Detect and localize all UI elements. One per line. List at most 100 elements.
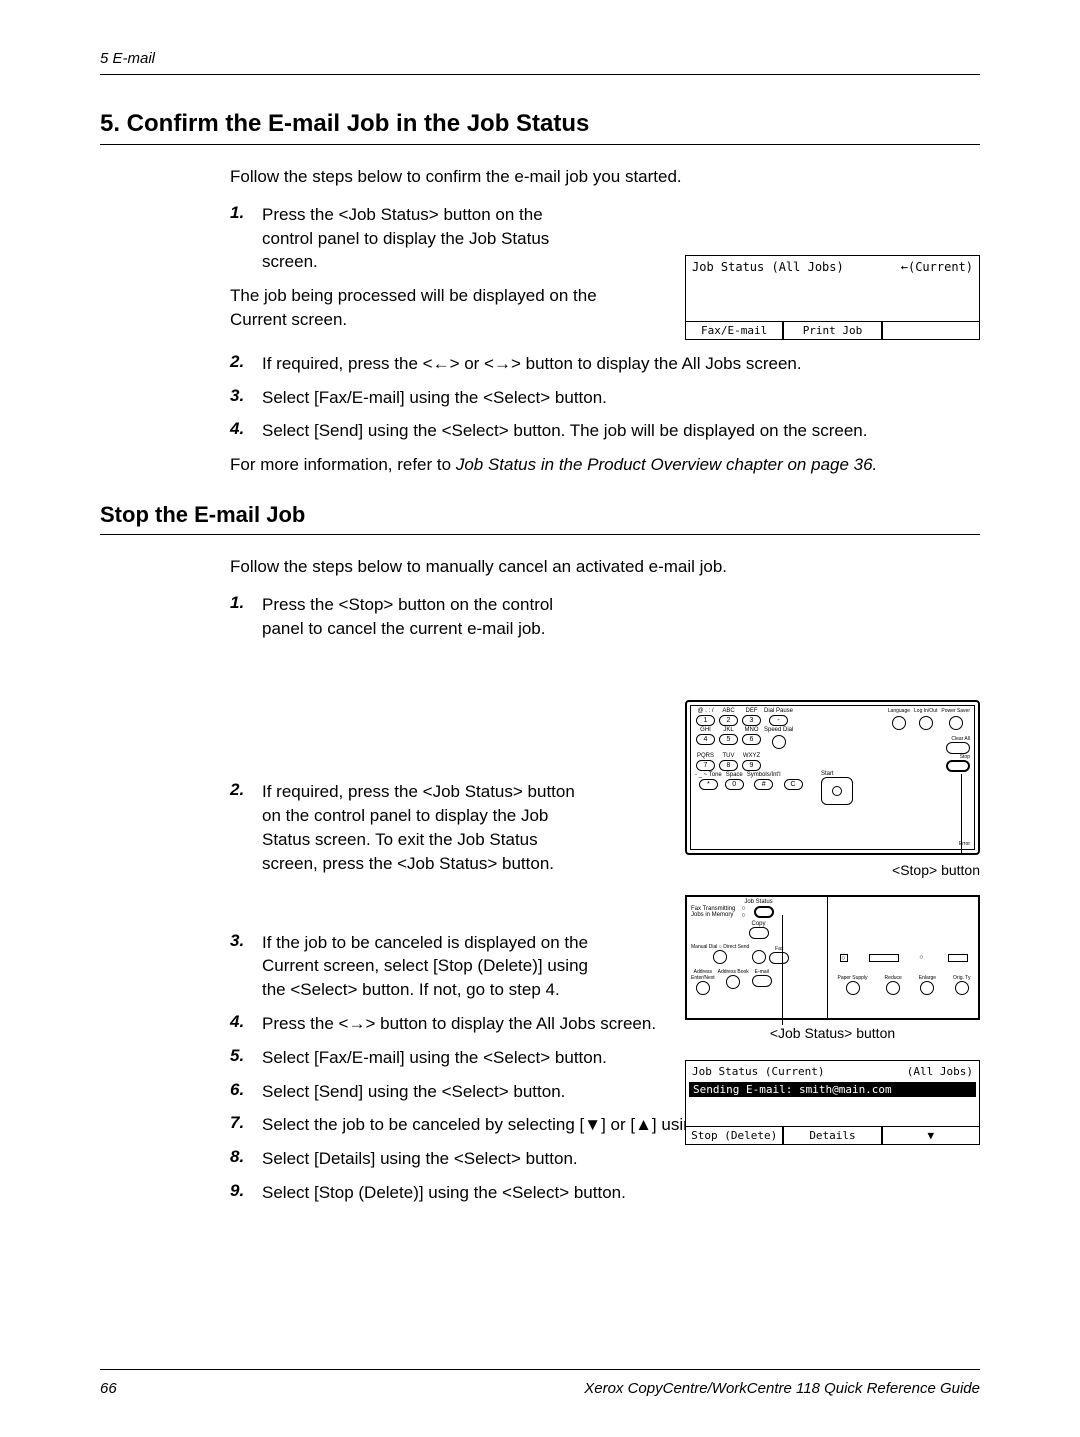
page-header: 5 E-mail <box>100 50 980 75</box>
step-number: 6. <box>230 1080 262 1100</box>
lcd-current-label: ←(Current) <box>901 260 973 274</box>
key-0: 0 <box>725 779 744 790</box>
manualdial-button-icon <box>713 950 727 964</box>
indicator-bar <box>869 954 899 962</box>
powersaver-label: Power Saver <box>941 708 970 714</box>
key-star: * <box>699 779 718 790</box>
step-number: 2. <box>230 780 262 800</box>
clearall-button-icon <box>946 742 970 754</box>
key-label: PQRS <box>695 753 716 759</box>
step-number: 1. <box>230 203 262 223</box>
lcd-btn-details: Details <box>783 1127 881 1144</box>
current-text: (Current) <box>908 260 973 274</box>
step-number: 9. <box>230 1181 262 1201</box>
job-status-panel-diagram: Job Status Fax Transmitting Jobs in Memo… <box>685 895 980 1020</box>
enlarge-button-icon <box>920 981 934 995</box>
jobsinmem-label: Jobs in Memory <box>691 912 735 918</box>
step-2-text: If required, press the <←> or <→> button… <box>262 352 980 376</box>
key-label: WXYZ <box>741 753 762 759</box>
key-3: 3 <box>742 715 761 726</box>
loginout-button-icon <box>919 716 933 730</box>
section-5-note: For more information, refer to Job Statu… <box>230 453 980 477</box>
arrow-left-icon: ← <box>901 260 908 274</box>
section-5-intro: Follow the steps below to confirm the e-… <box>230 165 980 189</box>
powersaver-button-icon <box>949 716 963 730</box>
page-footer: 66 Xerox CopyCentre/WorkCentre 118 Quick… <box>100 1369 980 1397</box>
key-2: 2 <box>719 715 738 726</box>
step-number: 3. <box>230 931 262 951</box>
step-number: 2. <box>230 352 262 372</box>
jobstatus-button-caption: <Job Status> button <box>685 1025 980 1041</box>
stop-step-9-row: 9. Select [Stop (Delete)] using the <Sel… <box>230 1181 980 1205</box>
step-4-row: 4. Select [Send] using the <Select> butt… <box>230 419 980 443</box>
step-4-text: Select [Send] using the <Select> button.… <box>262 419 980 443</box>
note-prefix: For more information, refer to <box>230 455 456 474</box>
lcd-selected-job: Sending E-mail: smith@main.com <box>689 1082 976 1097</box>
lcd-alljobs-label: (All Jobs) <box>907 1065 973 1078</box>
manualdial-label: Manual Dial <box>691 944 717 950</box>
step-1-text: Press the <Job Status> button on the con… <box>262 203 592 274</box>
language-button-icon <box>892 716 906 730</box>
step-number: 1. <box>230 593 262 613</box>
stop-section-title: Stop the E-mail Job <box>100 502 980 528</box>
step-number: 4. <box>230 1012 262 1032</box>
guide-title: Xerox CopyCentre/WorkCentre 118 Quick Re… <box>584 1380 980 1397</box>
origtype-button-icon <box>955 981 969 995</box>
section-5-title: 5. Confirm the E-mail Job in the Job Sta… <box>100 110 980 138</box>
stop-step-8-row: 8. Select [Details] using the <Select> b… <box>230 1147 980 1171</box>
stop-step-3-text: If the job to be canceled is displayed o… <box>262 931 607 1002</box>
key-dial-pause: - <box>769 715 788 726</box>
step-number: 3. <box>230 386 262 406</box>
key-label: TUV <box>718 753 739 759</box>
start-button-icon <box>821 777 853 805</box>
stop-step-9-text: Select [Stop (Delete)] using the <Select… <box>262 1181 980 1205</box>
lcd-title: Job Status (All Jobs) <box>692 260 844 274</box>
key-label: JKL <box>718 727 739 733</box>
key-label: - _ ~ Tone <box>695 772 722 778</box>
key-9: 9 <box>742 760 761 771</box>
key-c: C <box>784 779 803 790</box>
page-number: 66 <box>100 1380 117 1397</box>
key-8: 8 <box>719 760 738 771</box>
key-label: MNO <box>741 727 762 733</box>
section-underline <box>100 534 980 535</box>
led-icon: ○ <box>840 954 848 962</box>
key-hash: # <box>754 779 773 790</box>
key-5: 5 <box>719 734 738 745</box>
stop-button-caption: <Stop> button <box>685 862 980 878</box>
lcd-btn-empty <box>882 322 979 339</box>
step-number: 5. <box>230 1046 262 1066</box>
lcd-btn-fax-email: Fax/E-mail <box>686 322 783 339</box>
stop-step-1-text: Press the <Stop> button on the control p… <box>262 593 592 641</box>
stop-button-icon <box>946 760 970 772</box>
stop-step-1-row: 1. Press the <Stop> button on the contro… <box>230 593 980 641</box>
panel-divider <box>827 897 828 1018</box>
loginout-label: Log In/Out <box>914 708 937 714</box>
lcd-btn-stop-delete: Stop (Delete) <box>686 1127 783 1144</box>
key-speeddial <box>772 735 786 749</box>
language-label: Language <box>888 708 910 714</box>
step-number: 7. <box>230 1113 262 1133</box>
key-7: 7 <box>696 760 715 771</box>
stop-step-8-text: Select [Details] using the <Select> butt… <box>262 1147 980 1171</box>
lcd-title: Job Status (Current) <box>692 1065 824 1078</box>
stop-callout-line <box>961 774 962 854</box>
enternext-button-icon <box>696 981 710 995</box>
jobstatus-callout-line <box>782 915 783 1025</box>
lcd-btn-print-job: Print Job <box>783 322 881 339</box>
direct-button-icon <box>752 950 766 964</box>
addressbook-button-icon <box>726 975 740 989</box>
key-label: @ . : / <box>695 708 716 714</box>
note-italic: Job Status in the Product Overview chapt… <box>456 455 877 474</box>
step-number: 8. <box>230 1147 262 1167</box>
key-4: 4 <box>696 734 715 745</box>
directsend-label: Direct Send <box>723 944 749 950</box>
papersupply-button-icon <box>846 981 860 995</box>
job-status-all-jobs-lcd: Job Status (All Jobs) ←(Current) Fax/E-m… <box>685 255 980 340</box>
indicator-bar <box>948 954 968 962</box>
clearall-label: Clear All <box>888 736 970 742</box>
key-label: Symbols/Int'l <box>747 772 781 778</box>
key-label: Speed Dial <box>764 727 793 733</box>
key-label: ABC <box>718 708 739 714</box>
key-label: Dial Pause <box>764 708 793 714</box>
